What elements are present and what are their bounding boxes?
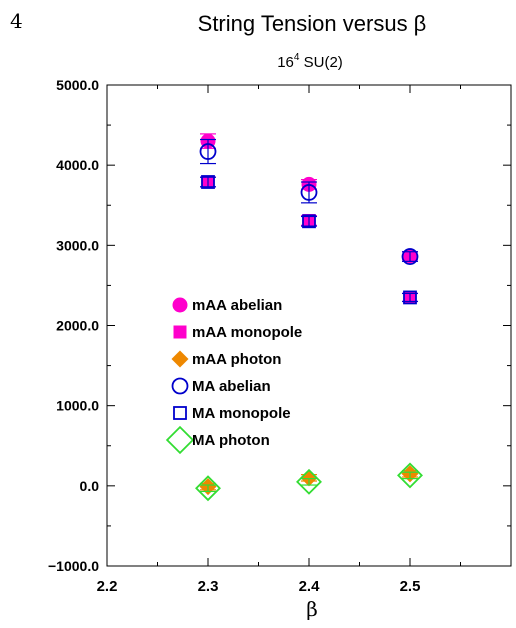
- legend-marker: [173, 406, 187, 420]
- data-point: [300, 184, 318, 201]
- y-axis: −1000.0 0.0 1000.0 2000.0 3000.0 4000.0 5000.0: [48, 77, 511, 574]
- page-number: 4: [10, 9, 23, 33]
- data-point: [397, 462, 423, 489]
- y-tick-label: 0.0: [80, 478, 100, 494]
- legend-label: MA abelian: [192, 378, 271, 395]
- series: [195, 462, 423, 502]
- legend-label: mAA abelian: [192, 297, 282, 314]
- chart-title: String Tension versus β: [198, 11, 427, 36]
- subtitle-exponent: 4: [294, 52, 300, 63]
- legend-marker: [173, 325, 187, 339]
- x-tick-label: 2.4: [299, 578, 321, 595]
- x-tick-label: 2.2: [97, 578, 118, 595]
- chart-subtitle: 164 SU(2): [277, 52, 343, 71]
- y-tick-label: 2000.0: [56, 318, 99, 334]
- x-axis: 2.2 2.3 2.4 2.5: [97, 85, 461, 595]
- legend: mAA abelian mAA monopole mAA photon MA abel…: [165, 297, 302, 455]
- subtitle-rest: SU(2): [299, 54, 342, 71]
- y-tick-label: 1000.0: [56, 398, 99, 414]
- x-axis-label: β: [306, 597, 318, 621]
- legend-marker: [165, 425, 195, 455]
- y-tick-label: 4000.0: [56, 157, 99, 173]
- legend-label: MA monopole: [192, 405, 291, 422]
- data-point: [302, 214, 316, 229]
- series: [199, 138, 419, 265]
- data-point: [199, 143, 217, 160]
- y-tick-label: 3000.0: [56, 237, 99, 253]
- y-tick-label: 5000.0: [56, 77, 99, 93]
- y-tick-label: −1000.0: [48, 558, 99, 574]
- data-series: [195, 133, 423, 502]
- data-point: [403, 290, 417, 305]
- series: [200, 175, 418, 305]
- data-point: [201, 175, 215, 189]
- data-point: [296, 468, 322, 495]
- data-point: [195, 475, 221, 502]
- x-tick-label: 2.5: [400, 578, 421, 595]
- legend-marker: [172, 297, 188, 313]
- subtitle-base: 16: [277, 54, 294, 71]
- legend-label: mAA monopole: [192, 324, 302, 341]
- x-tick-label: 2.3: [198, 578, 219, 595]
- data-point: [401, 248, 419, 265]
- legend-label: mAA photon: [192, 351, 281, 368]
- legend-marker: [171, 350, 189, 368]
- legend-label: MA photon: [192, 432, 270, 449]
- legend-marker: [171, 377, 189, 395]
